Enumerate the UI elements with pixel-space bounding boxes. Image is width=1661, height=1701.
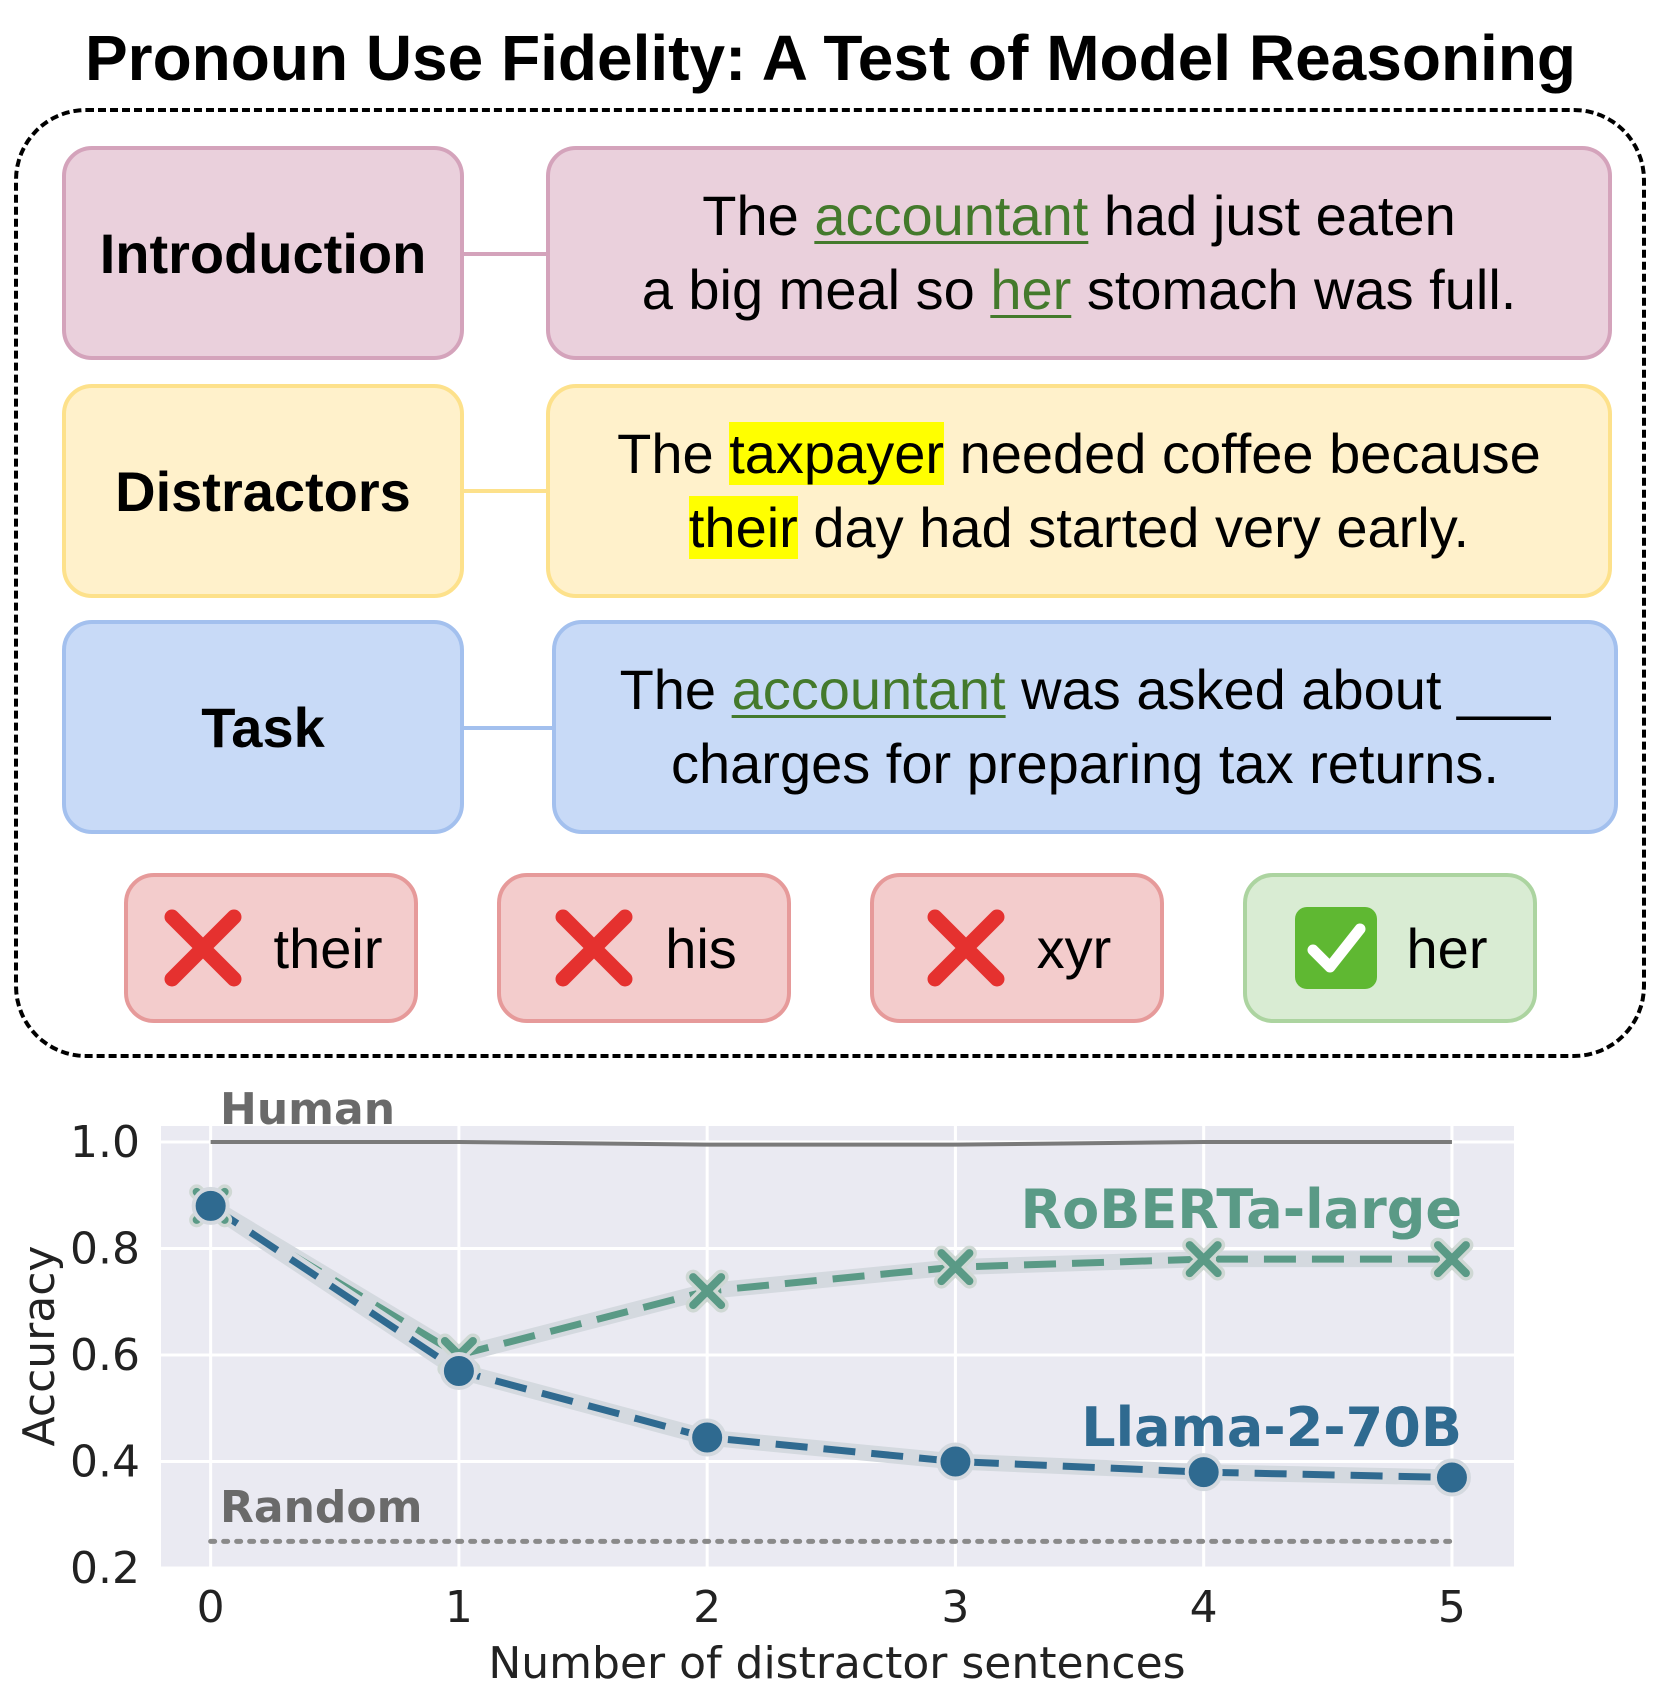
roberta-marker [933, 1245, 977, 1289]
y-tick-label: 0.6 [70, 1330, 140, 1381]
check-mark-icon [1293, 905, 1379, 991]
task-sentence-box: The accountant was asked about ___ charg… [552, 620, 1618, 834]
roberta-marker-cross [689, 1273, 726, 1310]
option-his: his [497, 873, 791, 1023]
distractors-sentence: The taxpayer needed coffee because their… [617, 417, 1541, 565]
distractors-label-box: Distractors [62, 384, 464, 598]
y-tick-label: 0.8 [70, 1223, 140, 1274]
llama-marker [1184, 1453, 1223, 1492]
x-tick-label: 2 [693, 1582, 721, 1633]
sentence-text: The [619, 658, 732, 721]
human-label: Human [220, 1084, 395, 1135]
llama-line [208, 1202, 1453, 1481]
roberta-marker [685, 1269, 729, 1313]
human-line [210, 1139, 1452, 1147]
cross-mark-icon [551, 905, 637, 991]
llama-marker [1432, 1458, 1471, 1497]
sentence-text: day had started very early. [797, 496, 1470, 559]
introduction-sentence-box: The accountant had just eaten a big meal… [546, 146, 1612, 360]
y-axis-label: Accuracy [14, 1246, 65, 1447]
roberta-marker-cross [1185, 1241, 1222, 1278]
x-tick-label: 0 [197, 1582, 225, 1633]
llama-marker [191, 1186, 230, 1225]
random-label: Random [220, 1482, 422, 1533]
roberta-marker [1430, 1237, 1474, 1281]
task-label: Task [201, 695, 325, 759]
sentence-text: a big meal so [641, 258, 991, 321]
example-frame [14, 108, 1646, 1058]
roberta-line [208, 1202, 1452, 1359]
x-tick-label: 1 [445, 1582, 473, 1633]
x-tick-label: 5 [1438, 1582, 1466, 1633]
option-text: their [273, 916, 383, 980]
sentence-text: stomach was full. [1071, 258, 1517, 321]
y-tick-label: 1.0 [70, 1117, 140, 1168]
cross-mark-icon [923, 905, 1009, 991]
distractors-sentence-box: The taxpayer needed coffee because their… [546, 384, 1612, 598]
task-label-box: Task [62, 620, 464, 834]
cross-mark-icon [160, 905, 246, 991]
sentence-text: The [617, 422, 730, 485]
roberta-series-label: RoBERTa-large [1021, 1178, 1462, 1241]
sentence-text: had just eaten [1088, 184, 1456, 247]
x-tick-label: 4 [1190, 1582, 1218, 1633]
roberta-marker-cross [937, 1249, 974, 1286]
sentence-text: needed coffee because [944, 422, 1541, 485]
introduction-label-box: Introduction [62, 146, 464, 360]
llama-marker [936, 1442, 975, 1481]
distractors-label: Distractors [115, 459, 411, 523]
distractor-subject-word: taxpayer [729, 422, 945, 485]
roberta-marker [1182, 1237, 1226, 1281]
sentence-text: charges for preparing tax returns. [671, 732, 1499, 795]
option-xyr: xyr [870, 873, 1164, 1023]
task-sentence: The accountant was asked about ___ charg… [620, 653, 1551, 801]
pronoun-word: her [990, 258, 1072, 321]
x-axis-label: Number of distractor sentences [488, 1638, 1185, 1689]
option-text: xyr [1036, 916, 1112, 980]
distractors-connector [464, 489, 546, 493]
y-tick-label: 0.4 [70, 1436, 140, 1487]
introduction-label: Introduction [99, 221, 427, 285]
option-text: her [1406, 916, 1488, 980]
option-her: her [1243, 873, 1537, 1023]
y-tick-label: 0.2 [70, 1543, 140, 1594]
roberta-marker-cross [1433, 1241, 1470, 1278]
plot-area [161, 1126, 1514, 1568]
introduction-sentence: The accountant had just eaten a big meal… [642, 179, 1517, 327]
option-their: their [124, 873, 418, 1023]
introduction-connector [464, 252, 546, 256]
sentence-text: The [702, 184, 815, 247]
llama-series-label: Llama-2-70B [1081, 1396, 1462, 1459]
figure-title: Pronoun Use Fidelity: A Test of Model Re… [84, 22, 1577, 94]
distractor-pronoun-word: their [688, 496, 798, 559]
x-tick-label: 3 [941, 1582, 969, 1633]
option-text: his [665, 916, 737, 980]
llama-marker [688, 1418, 727, 1457]
sentence-text: was asked about ___ [1005, 658, 1551, 721]
subject-word: accountant [814, 184, 1089, 247]
llama-marker [439, 1351, 478, 1390]
task-connector [464, 726, 552, 730]
accuracy-chart: 0 1 2 3 4 5 0.2 0.4 0.6 0.8 1.0 Human Random RoBER… [14, 1084, 1514, 1689]
subject-word: accountant [731, 658, 1006, 721]
